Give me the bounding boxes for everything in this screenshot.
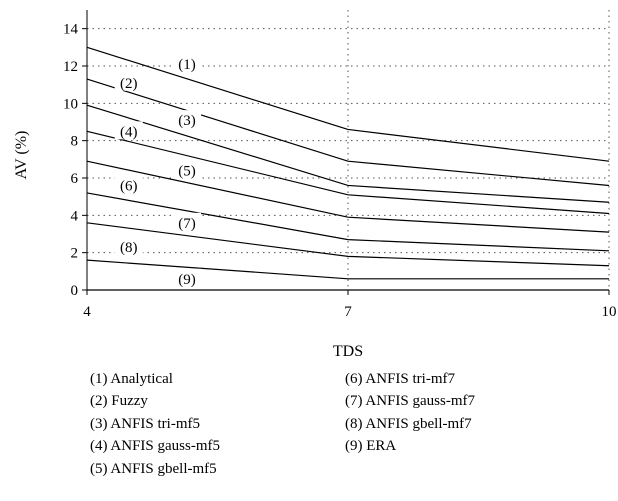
legend-item: (9) ERA: [345, 438, 397, 455]
y-tick-label: 14: [63, 22, 79, 38]
series-line: [86, 104, 610, 203]
legend-item: (4) ANFIS gauss-mf5: [90, 438, 220, 455]
y-tick-label: 8: [71, 134, 79, 150]
series-tag: (8): [120, 240, 138, 256]
legend-item: (6) ANFIS tri-mf7: [345, 371, 455, 387]
series-tag: (9): [178, 272, 196, 288]
axes: [82, 10, 610, 295]
series-tag: (1): [178, 57, 196, 73]
series-tag: (2): [120, 76, 138, 92]
legend-column-1: (1) Analytical (2) Fuzzy (3) ANFIS tri-m…: [90, 368, 220, 480]
series-lines: [86, 46, 610, 291]
legend-item: (1) Analytical: [90, 371, 173, 387]
series-tag-background: [173, 110, 202, 129]
x-tick-label: 10: [602, 304, 617, 320]
series-tag-background: [173, 54, 202, 73]
legend-column-2: (6) ANFIS tri-mf7 (7) ANFIS gauss-mf7 (8…: [345, 368, 475, 458]
x-tick-label: 7: [344, 304, 352, 320]
y-tick-label: 12: [63, 59, 78, 75]
y-tick-label: 6: [71, 171, 79, 187]
series-tag-background: [173, 268, 202, 287]
legend-item: (3) ANFIS tri-mf5: [90, 415, 200, 432]
y-tick-label: 4: [71, 208, 79, 224]
series-line: [86, 46, 610, 162]
series-line: [86, 160, 610, 233]
series-tag: (3): [178, 113, 196, 129]
legend-item: (7) ANFIS gauss-mf7: [345, 393, 475, 410]
series-tag-background: [173, 160, 202, 179]
series-tag-background: [114, 121, 143, 140]
series-line: [86, 222, 610, 267]
series-line: [86, 130, 610, 215]
tick-labels: 0 2 4 6 8 10 12 14 4 7 10: [63, 22, 617, 320]
series-line: [86, 192, 610, 252]
y-tick-label: 2: [71, 246, 79, 262]
grid-lines: [87, 10, 610, 290]
series-tag-background: [114, 72, 143, 91]
x-axis-label: TDS: [333, 343, 363, 360]
legend-item: (5) ANFIS gbell-mf5: [90, 460, 217, 477]
series-line: [86, 259, 609, 280]
series-tags: (1) (2) (3) (4) (5) (6) (7) (8) (9): [114, 54, 202, 288]
x-tick-label: 4: [83, 304, 91, 320]
y-tick-label: 10: [63, 96, 78, 112]
legend-item: (8) ANFIS gbell-mf7: [345, 415, 472, 432]
series-tag: (5): [178, 164, 196, 180]
line-chart: 0 2 4 6 8 10 12 14 4 7 10 (1) (2) (3) (4) (5) (6) (7) (8)…: [13, 10, 617, 360]
y-axis-label: AV (%): [13, 131, 30, 180]
series-tag-background: [114, 175, 143, 194]
series-tag: (4): [120, 124, 138, 140]
series-tag: (6): [120, 178, 138, 194]
y-tick-label: 0: [71, 283, 79, 299]
series-tag: (7): [178, 216, 196, 232]
series-tag-background: [114, 237, 143, 256]
series-line: [86, 78, 610, 187]
legend-item: (2) Fuzzy: [90, 393, 148, 410]
series-tag-background: [173, 212, 202, 231]
